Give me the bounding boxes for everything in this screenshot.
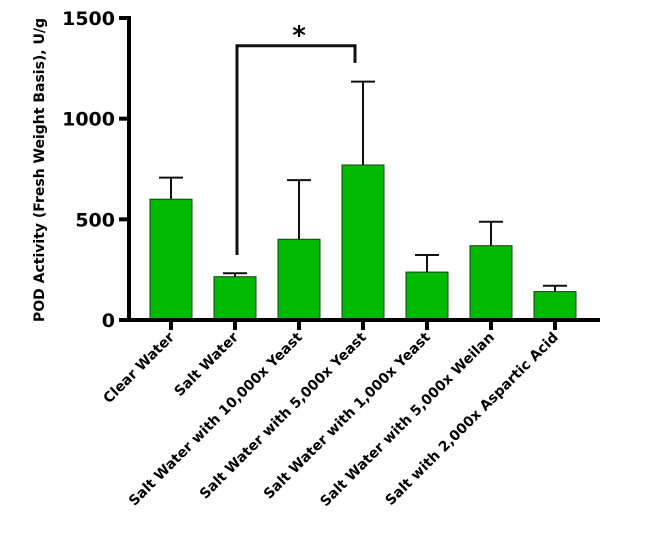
bar	[341, 164, 385, 321]
y-tick-label: 1500	[62, 8, 115, 30]
bar	[405, 271, 449, 321]
y-axis-label: POD Activity (Fresh Weight Basis), U/g	[32, 18, 48, 322]
y-tick-label: 0	[102, 310, 115, 332]
x-tick-label: Clear Water	[101, 329, 178, 406]
x-tick-label: Salt Water	[172, 329, 242, 399]
y-tick-label: 1000	[62, 109, 115, 131]
bar	[277, 238, 321, 321]
bar	[149, 198, 193, 321]
significance-star: *	[292, 21, 306, 51]
y-tick-label: 500	[75, 209, 115, 231]
significance-bracket	[235, 44, 357, 255]
bar	[533, 291, 577, 321]
bar	[469, 245, 513, 321]
bar	[213, 276, 257, 321]
